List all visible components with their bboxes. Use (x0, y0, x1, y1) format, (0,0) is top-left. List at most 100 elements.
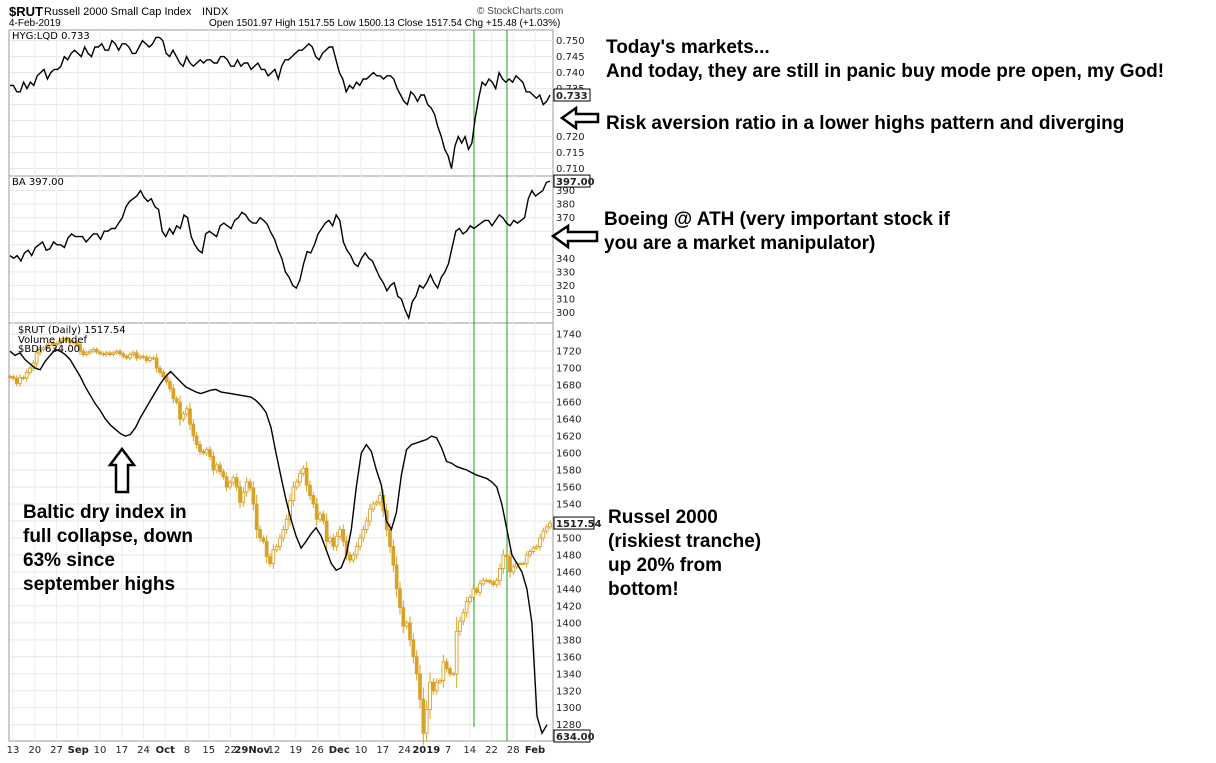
candle-body (114, 350, 119, 354)
candle-body (8, 376, 12, 379)
candle-body (258, 529, 262, 539)
candle-body (208, 449, 212, 457)
candle-body (68, 339, 72, 344)
candle-body (51, 342, 56, 345)
candle-body (318, 513, 322, 520)
annotation-markets: Today's markets... And today, they are s… (606, 37, 1165, 82)
candle-body (148, 357, 152, 361)
bdi-last-value-box (553, 729, 591, 743)
candle-body (371, 503, 376, 510)
volume-legend: Volume undef (18, 335, 88, 346)
candle-body (228, 482, 232, 488)
candle-body (88, 350, 92, 354)
candle-body (248, 481, 252, 489)
candle-body (134, 352, 139, 359)
candle-body (128, 354, 132, 359)
ba-legend: BA 397.00 (12, 177, 64, 188)
candle-body (324, 520, 329, 542)
candle-body (531, 547, 536, 552)
candle-body (238, 486, 242, 503)
candle-body (528, 551, 532, 556)
candle-body (218, 464, 222, 473)
x-tick-label: 13 (7, 745, 20, 756)
arrow-up-icon (107, 446, 137, 494)
candle-body (34, 352, 39, 364)
source-credit: © StockCharts.com (477, 6, 564, 17)
candle-body (511, 566, 516, 573)
candle-body (321, 513, 326, 522)
x-tick-label: Feb (525, 745, 545, 756)
candle-body (281, 529, 286, 539)
y-tick-label: 0.715 (556, 148, 585, 159)
x-tick-label: 17 (376, 745, 389, 756)
candle-body (174, 398, 179, 403)
candle-body (108, 352, 112, 356)
x-tick-label: 29Nov (234, 745, 270, 756)
candle-body (144, 356, 149, 361)
candle-body (501, 554, 506, 569)
series-line (10, 36, 551, 169)
x-tick-label: Sep (68, 745, 89, 756)
candle-body (494, 579, 499, 586)
y-tick-label: 1280 (556, 720, 581, 731)
candle-body (284, 518, 289, 530)
arrow-left-icon-risk (559, 105, 600, 131)
candle-body (468, 596, 472, 603)
y-tick-label: 1340 (556, 669, 581, 680)
candle-body (421, 698, 426, 734)
candle-body (348, 554, 352, 561)
y-tick-label: 0.710 (556, 164, 585, 175)
candle-body (264, 540, 269, 558)
candle-body (298, 472, 302, 483)
y-tick-label: 1700 (556, 364, 581, 375)
x-tick-label: 22 (485, 745, 498, 756)
candle-body (461, 612, 466, 622)
candle-body (424, 708, 429, 734)
y-tick-label: 310 (556, 294, 575, 305)
candle-body (251, 487, 256, 505)
candle-body (378, 495, 382, 503)
last-value-box (553, 88, 591, 102)
annotation-risk: Risk aversion ratio in a lower highs pat… (606, 113, 1125, 134)
last-value-box (553, 174, 591, 188)
candle-body (61, 337, 66, 342)
candle-body (274, 545, 279, 551)
candle-body (234, 477, 239, 488)
candle-body (484, 579, 489, 582)
candle-body (548, 522, 552, 528)
y-tick-label: 330 (556, 267, 575, 278)
candle-body (354, 545, 359, 556)
arrow-left-icon-boeing (550, 223, 599, 250)
candle-body (428, 681, 432, 710)
annotation-baltic: Baltic dry index in full collapse, down … (23, 502, 193, 595)
candle-body (178, 401, 182, 420)
candle-body (401, 607, 406, 627)
last-value-box (553, 516, 595, 530)
x-tick-label: 17 (115, 745, 128, 756)
candle-body (518, 562, 522, 565)
candle-body (164, 376, 169, 383)
candle-body (171, 388, 176, 400)
candle-body (361, 529, 366, 539)
candle-body (408, 622, 412, 641)
candle-body (364, 520, 369, 530)
x-tick-label: 27 (50, 745, 63, 756)
x-tick-label: 26 (311, 745, 324, 756)
candle-body (394, 564, 399, 590)
y-tick-label: 390 (556, 186, 575, 197)
y-tick-label: 0.720 (556, 132, 585, 143)
candle-body (444, 661, 449, 670)
candle-body (221, 471, 226, 478)
candle-body (224, 476, 229, 488)
candle-body (24, 371, 29, 379)
candle-body (448, 668, 452, 675)
candle-body (418, 673, 422, 700)
y-tick-label: 1660 (556, 398, 581, 409)
candle-body (41, 347, 46, 350)
candle-body (121, 353, 126, 357)
candle-body (544, 526, 549, 532)
bdi-legend: $BDI 634.00 (18, 344, 80, 355)
y-tick-label: 300 (556, 308, 575, 319)
candle-body (18, 377, 22, 384)
x-tick-label: 22 (224, 745, 237, 756)
